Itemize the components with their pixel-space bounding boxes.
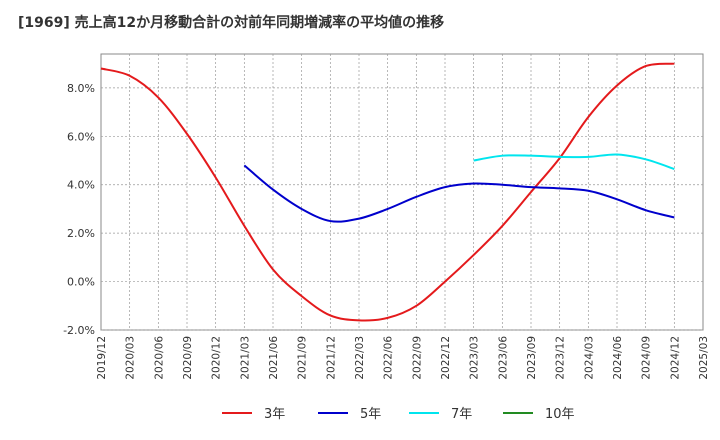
legend-label: 7年 [451,407,472,422]
x-tick-label: 2020/03 [125,336,137,380]
x-tick-label: 2019/12 [96,336,108,380]
series-layer [100,62,675,322]
x-tick-label: 2022/06 [383,336,395,380]
series-line-7年 [473,153,675,170]
x-tick-label: 2020/12 [211,336,223,380]
y-tick-label: 2.0% [67,227,95,240]
y-tick-label: 0.0% [67,276,95,289]
y-tick-label: 6.0% [67,130,95,143]
legend-label: 5年 [360,407,381,422]
x-tick-label: 2020/06 [153,336,165,380]
x-tick-label: 2024/09 [641,336,653,380]
plot-area [100,53,704,331]
x-tick-label: 2023/03 [469,336,481,380]
x-tick-label: 2020/09 [182,336,194,380]
legend: 3年 5年 7年 10年 [222,407,575,422]
y-tick-label: 8.0% [67,82,95,95]
x-tick-label: 2022/09 [411,336,423,380]
x-tick-label: 2024/03 [583,336,595,380]
y-tick-label: -2.0% [63,324,95,337]
y-tick-label: 4.0% [67,179,95,192]
series-line-3年 [100,62,675,322]
x-tick-label: 2024/12 [669,336,681,380]
x-tick-label: 2021/09 [297,336,309,380]
series-line-5年 [243,164,675,223]
x-tick-label: 2025/03 [698,336,710,380]
x-tick-label: 2023/12 [555,336,567,380]
x-tick-label: 2021/03 [239,336,251,380]
chart-title: [1969] 売上高12か月移動合計の対前年同期増減率の平均値の推移 [18,15,445,31]
grid-layer [100,53,704,331]
x-tick-label: 2021/12 [325,336,337,380]
x-tick-label: 2023/09 [526,336,538,380]
x-tick-label: 2024/06 [612,336,624,380]
axes-layer: 2019/12 2020/03 2020/06 2020/09 2020/12 2021/… [63,82,710,380]
x-tick-label: 2022/12 [440,336,452,380]
legend-label: 10年 [545,407,575,422]
x-tick-label: 2023/06 [497,336,509,380]
legend-label: 3年 [264,407,285,422]
x-tick-label: 2022/03 [354,336,366,380]
x-tick-label: 2021/06 [268,336,280,380]
